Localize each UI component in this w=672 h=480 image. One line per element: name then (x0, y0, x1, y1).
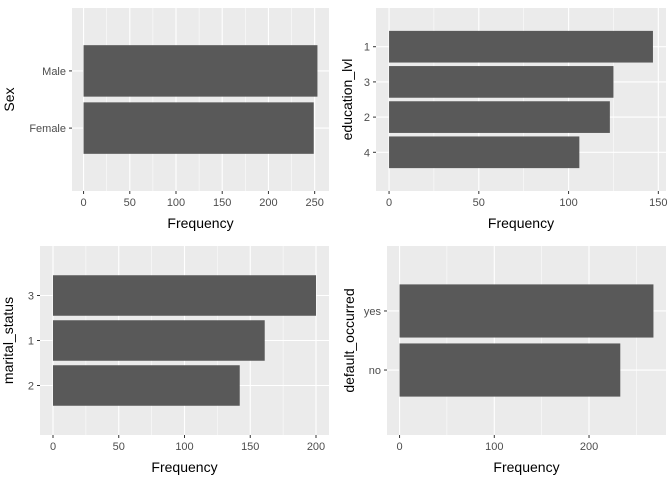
panel-3: 0 50 100 150 200 3 1 2 Frequency marital_status (0, 246, 329, 475)
bar-no (399, 343, 621, 397)
y-tick-label: 3 (364, 77, 370, 89)
y-tick-label: 3 (28, 291, 34, 303)
y-tick-label: 1 (364, 42, 370, 54)
x-tick-label: 100 (485, 441, 503, 453)
bar-Female (83, 102, 314, 154)
y-axis-title: Sex (1, 87, 17, 111)
x-tick-label: 50 (473, 197, 485, 209)
y-axis-title: education_lvl (339, 59, 355, 141)
x-tick-label: 50 (124, 197, 136, 209)
bar-3 (53, 275, 316, 316)
x-tick-label: 100 (559, 197, 577, 209)
y-tick-label: Female (29, 123, 66, 135)
y-tick-label: yes (364, 306, 382, 318)
panel-4: 0 100 200 yes no Frequency default_occurred (341, 246, 666, 475)
panel-1: 0 50 100 150 200 250 Male Female Frequency Sex (1, 8, 329, 231)
x-tick-label: 0 (386, 197, 392, 209)
bar-Male (83, 45, 318, 97)
x-tick-label: 200 (259, 197, 277, 209)
x-axis-title: Frequency (493, 459, 559, 475)
x-tick-label: 200 (580, 441, 598, 453)
x-tick-label: 150 (241, 441, 259, 453)
bar-yes (399, 284, 654, 338)
bar-2 (53, 365, 240, 406)
y-axis-title: marital_status (0, 297, 16, 384)
x-axis-title: Frequency (167, 215, 233, 231)
x-axis-title: Frequency (488, 215, 554, 231)
y-tick-label: 4 (364, 147, 370, 159)
x-tick-label: 150 (213, 197, 231, 209)
bar-1 (389, 30, 653, 63)
panel-background (72, 8, 329, 191)
y-tick-label: 1 (28, 336, 34, 348)
y-tick-label: 2 (364, 112, 370, 124)
bar-1 (53, 320, 265, 361)
x-tick-label: 150 (649, 197, 667, 209)
x-tick-label: 0 (81, 197, 87, 209)
y-tick-label: 2 (28, 381, 34, 393)
x-tick-label: 100 (167, 197, 185, 209)
x-tick-label: 100 (175, 441, 193, 453)
bar-2 (389, 101, 610, 133)
x-tick-label: 250 (305, 197, 323, 209)
y-tick-label: no (369, 365, 381, 377)
x-axis-title: Frequency (151, 459, 217, 475)
x-tick-label: 0 (50, 441, 56, 453)
bar-4 (389, 136, 580, 169)
y-axis-title: default_occurred (341, 288, 357, 392)
x-tick-label: 0 (396, 441, 402, 453)
y-tick-label: Male (42, 66, 66, 78)
panel-background (387, 246, 666, 435)
x-tick-label: 200 (307, 441, 325, 453)
bar-3 (389, 66, 614, 98)
panel-2: 0 50 100 150 1 3 2 4 Frequency education_lvl (339, 8, 668, 231)
x-tick-label: 50 (113, 441, 125, 453)
